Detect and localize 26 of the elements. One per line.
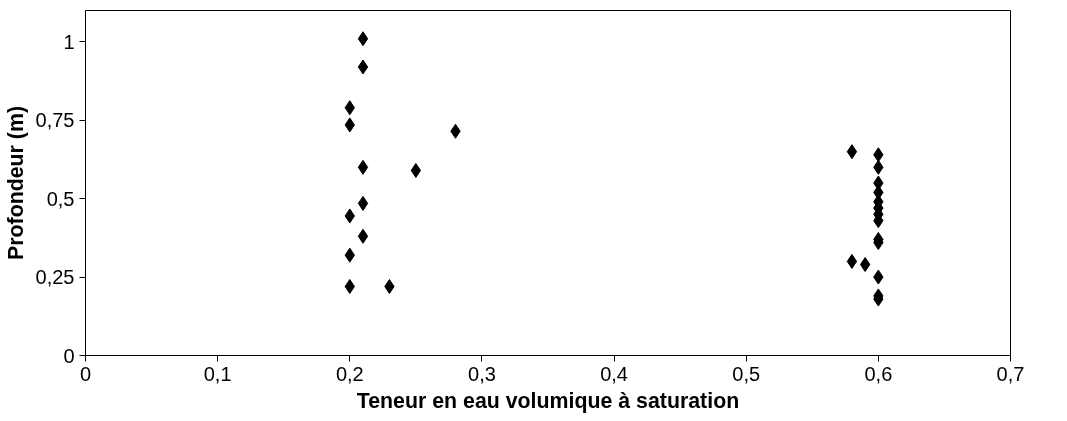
y-axis-title: Profondeur (m) — [3, 105, 28, 261]
point — [357, 228, 369, 244]
y-tick-label: 1 — [63, 30, 75, 53]
point — [357, 31, 369, 47]
point — [357, 59, 369, 75]
point — [384, 279, 395, 294]
point — [846, 253, 858, 269]
y-tick-label: 0,25 — [35, 266, 75, 289]
point — [344, 279, 355, 294]
x-tick-label: 0,4 — [600, 362, 628, 385]
x-tick-label: 0,5 — [732, 362, 761, 385]
y-tick-label: 0,5 — [46, 187, 75, 210]
x-axis-title: Teneur en eau volumique à saturation — [356, 388, 740, 413]
point — [859, 257, 871, 273]
x-tick-label: 0,7 — [996, 362, 1025, 385]
x-tick-label: 0,6 — [864, 362, 893, 385]
y-tick-label: 0 — [63, 344, 75, 367]
x-tick-label: 0,3 — [468, 362, 496, 385]
point — [357, 159, 369, 175]
x-tick-label: 0 — [79, 362, 92, 385]
x-tick-label: 0,1 — [203, 362, 232, 385]
point — [357, 195, 369, 211]
x-tick-label: 0,2 — [335, 362, 364, 385]
y-tick-label: 0,75 — [35, 109, 75, 132]
point — [410, 162, 422, 178]
point — [846, 144, 858, 160]
